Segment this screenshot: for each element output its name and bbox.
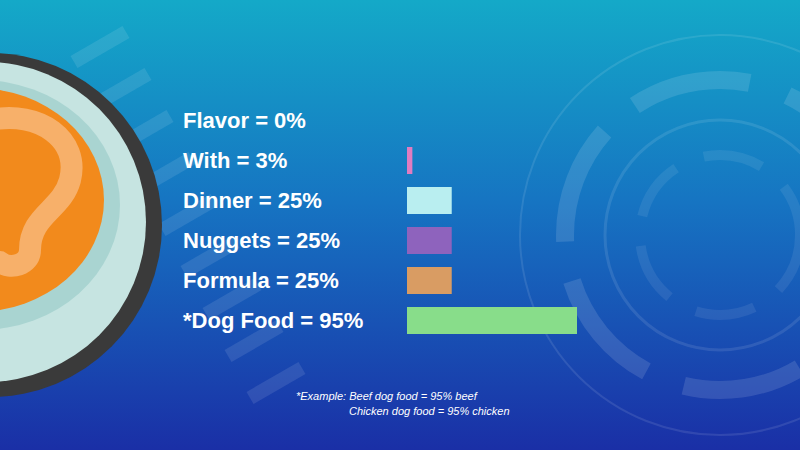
html-text:*Example: Beef dog food = 95%: *Example: Beef dog food = 95% beef bbox=[296, 390, 477, 402]
svg-text:*Dog Food = 95%: *Dog Food = 95% bbox=[183, 308, 363, 333]
svg-text:Dinner = 25%: Dinner = 25% bbox=[183, 188, 322, 213]
svg-text:Flavor = 0%: Flavor = 0% bbox=[183, 108, 306, 133]
svg-text:Formula = 25%: Formula = 25% bbox=[183, 268, 339, 293]
svg-text:Nuggets = 25%: Nuggets = 25% bbox=[183, 228, 340, 253]
svg-text:With = 3%: With = 3% bbox=[183, 148, 287, 173]
html-text:Chicken dog food = 95% chicken: Chicken dog food = 95% chicken bbox=[349, 405, 510, 417]
